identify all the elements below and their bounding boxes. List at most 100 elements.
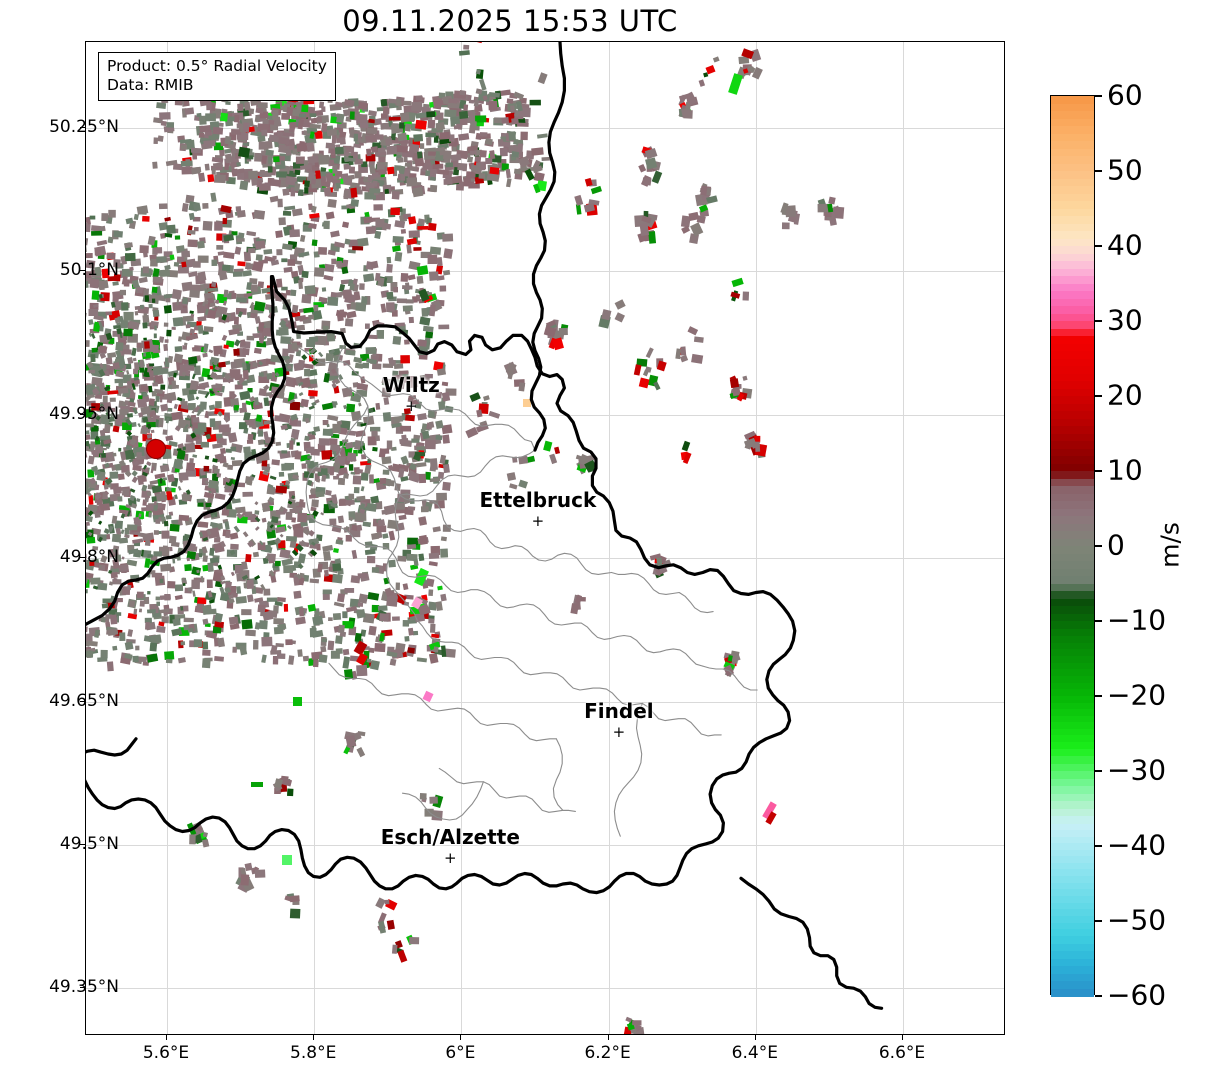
radar-echo-cell (705, 64, 716, 75)
radar-echo-cell (93, 321, 101, 333)
country-border-layer (86, 42, 884, 1010)
radar-echo-cell (386, 595, 398, 607)
radar-echo-cell (202, 537, 209, 542)
radar-echo-cell (254, 115, 261, 123)
radar-echo-cell (558, 327, 568, 336)
radar-echo-cell (205, 502, 212, 508)
radar-echo-cell (360, 422, 367, 427)
radar-echo-cell (323, 187, 332, 197)
radar-echo-cell (754, 435, 761, 442)
colorbar-segment (1051, 328, 1094, 337)
radar-echo-cell (185, 194, 195, 204)
radar-echo-cell (648, 231, 657, 244)
radar-echo-cell (296, 442, 300, 446)
radar-echo-cell (153, 505, 158, 511)
colorbar-segment (1051, 889, 1094, 897)
radar-echo-cell (184, 442, 196, 453)
radar-echo-cell (308, 314, 315, 320)
radar-echo-cell (343, 472, 350, 479)
radar-echo-cell (356, 114, 368, 124)
radar-echo-cell (236, 238, 245, 242)
colorbar-tick-7 (1095, 620, 1102, 622)
radar-echo-cell (159, 608, 170, 614)
radar-echo-cell (348, 239, 360, 248)
colorbar-tick-label-8: −20 (1107, 678, 1167, 712)
radar-echo-cell (354, 362, 364, 369)
radar-echo-cell (444, 648, 456, 658)
radar-echo-cell (212, 442, 223, 449)
radar-echo-cell (132, 464, 142, 472)
radar-echo-cell (181, 261, 187, 268)
radar-echo-cell (445, 162, 454, 168)
radar-echo-cell (651, 170, 663, 184)
radar-echo-cell (370, 260, 379, 269)
radar-echo-cell (348, 464, 354, 471)
radar-echo-cell (277, 198, 283, 208)
colorbar[interactable]: 60 50 40 30 20 10 0 −10 −20 −30 −40 −50 −60 (1050, 79, 1166, 1012)
radar-echo-cell (429, 246, 442, 255)
radar-echo-cell (614, 312, 625, 323)
radar-echo-cell (681, 225, 691, 234)
radar-echo-cell (258, 259, 268, 264)
radar-echo-cell (254, 315, 261, 324)
radar-echo-cell (131, 470, 138, 477)
radar-echo-cell (297, 381, 304, 387)
radar-echo-cell (366, 358, 377, 365)
province-border-5 (702, 665, 758, 691)
radar-echo-cell (342, 620, 354, 629)
radar-echo-cell (198, 115, 207, 125)
radar-echo-cell (181, 371, 187, 376)
radar-echo-cell (319, 264, 326, 269)
colorbar-segment (1051, 876, 1094, 884)
radar-echo-cell (101, 213, 109, 222)
radar-echo-cell (125, 418, 133, 426)
radar-echo-cell (318, 154, 330, 165)
radar-echo-cell (532, 159, 541, 169)
radar-echo-cell (274, 778, 283, 789)
radar-echo-cell (419, 793, 427, 800)
radar-echo-cell (88, 369, 96, 374)
radar-echo-cell (214, 365, 220, 371)
radar-echo-cell (219, 587, 225, 595)
radar-echo-cell (230, 571, 235, 577)
radar-echo-cell (126, 510, 131, 517)
radar-echo-cell (139, 600, 145, 607)
colorbar-tick-label-10: −40 (1107, 828, 1167, 862)
radar-map-axes[interactable]: Product: 0.5° Radial Velocity Data: RMIB… (85, 41, 1005, 1035)
radar-echo-cell (310, 506, 317, 512)
radar-echo-cell (357, 101, 369, 110)
radar-echo-cell (399, 438, 409, 445)
radar-echo-cell (475, 88, 483, 95)
radar-echo-cell (375, 897, 386, 909)
radar-echo-cell (202, 649, 211, 656)
radar-echo-cell (306, 142, 315, 152)
radar-echo-cell (127, 629, 134, 637)
radar-echo-cell (407, 506, 416, 511)
colorbar-tick-label-9: −30 (1107, 753, 1167, 787)
radar-echo-cell (296, 142, 308, 153)
colorbar-segment (1051, 583, 1094, 592)
radar-echo-cell (584, 177, 593, 187)
radar-echo-cell (391, 944, 398, 954)
radar-echo-cell (470, 121, 477, 127)
radar-echo-cell (120, 320, 129, 329)
radar-echo-cell (331, 382, 337, 389)
radar-echo-cell (436, 256, 443, 267)
radar-echo-cell (283, 266, 293, 273)
radar-echo-cell (390, 446, 397, 452)
radar-echo-cell (98, 369, 106, 377)
radar-echo-cell (284, 480, 291, 486)
radar-echo-cell (506, 98, 514, 104)
radar-echo-cell (345, 349, 356, 356)
radar-echo-cell (171, 519, 179, 525)
radar-echo-cell (428, 589, 434, 597)
radar-echo-cell (236, 162, 241, 167)
radar-echo-cell (392, 245, 401, 252)
radar-echo-cell (151, 298, 156, 303)
radar-echo-cell (284, 358, 291, 365)
radar-echo-cell (303, 307, 314, 314)
radar-echo-cell (334, 146, 344, 155)
radar-echo-cell (270, 125, 279, 131)
radar-echo-cell (428, 561, 438, 567)
radar-echo-cell (395, 582, 400, 590)
